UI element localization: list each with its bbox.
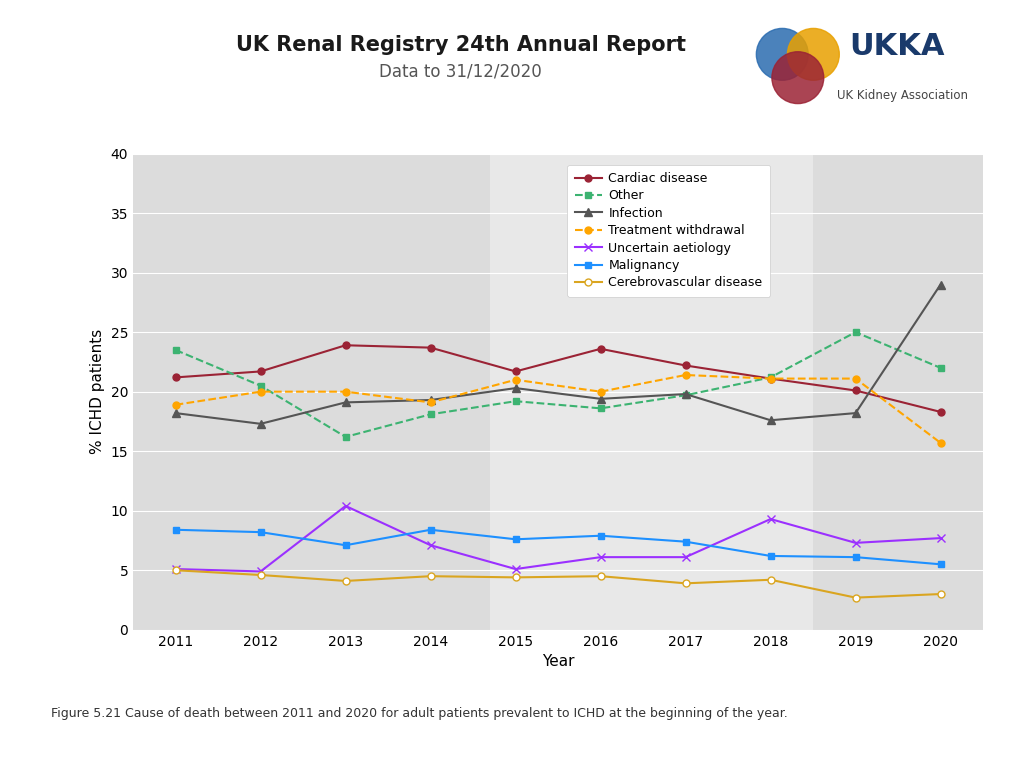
Cardiac disease — [849, 386, 861, 395]
Treatment withdrawal — [425, 398, 437, 407]
Line: Infection: Infection — [171, 280, 945, 428]
Treatment withdrawal — [255, 387, 267, 396]
Line: Malignancy: Malignancy — [172, 526, 944, 568]
Treatment withdrawal — [934, 439, 946, 448]
Other — [255, 381, 267, 390]
Cardiac disease — [170, 372, 182, 382]
Uncertain aetiology — [934, 534, 946, 543]
Other — [510, 396, 522, 406]
Cerebrovascular disease — [340, 576, 352, 585]
Other — [170, 346, 182, 355]
Treatment withdrawal — [510, 375, 522, 384]
Infection — [255, 419, 267, 429]
Text: Figure 5.21 Cause of death between 2011 and 2020 for adult patients prevalent to: Figure 5.21 Cause of death between 2011 … — [51, 707, 787, 720]
Infection — [340, 398, 352, 407]
Malignancy — [934, 560, 946, 569]
Text: UK Renal Registry 24th Annual Report: UK Renal Registry 24th Annual Report — [236, 35, 686, 55]
Infection — [425, 396, 437, 405]
Uncertain aetiology — [595, 552, 607, 561]
Cardiac disease — [510, 367, 522, 376]
Malignancy — [340, 541, 352, 550]
X-axis label: Year: Year — [542, 654, 574, 669]
Bar — [813, 154, 983, 630]
Other — [934, 363, 946, 372]
Treatment withdrawal — [340, 387, 352, 396]
Treatment withdrawal — [595, 387, 607, 396]
Cardiac disease — [595, 344, 607, 353]
Treatment withdrawal — [764, 374, 776, 383]
Malignancy — [764, 551, 776, 561]
Line: Cardiac disease: Cardiac disease — [172, 342, 944, 415]
Treatment withdrawal — [679, 370, 691, 379]
Infection — [934, 280, 946, 289]
Infection — [510, 383, 522, 392]
Ellipse shape — [757, 28, 808, 81]
Uncertain aetiology — [425, 541, 437, 550]
Y-axis label: % ICHD patients: % ICHD patients — [90, 329, 105, 455]
Legend: Cardiac disease, Other, Infection, Treatment withdrawal, Uncertain aetiology, Ma: Cardiac disease, Other, Infection, Treat… — [567, 164, 770, 297]
Cerebrovascular disease — [849, 593, 861, 602]
Other — [425, 409, 437, 419]
Infection — [679, 389, 691, 399]
Other — [764, 372, 776, 382]
Cerebrovascular disease — [170, 565, 182, 574]
Uncertain aetiology — [764, 515, 776, 524]
Infection — [595, 394, 607, 403]
Treatment withdrawal — [849, 374, 861, 383]
Malignancy — [849, 552, 861, 561]
Ellipse shape — [787, 28, 840, 81]
Cardiac disease — [340, 341, 352, 350]
Cardiac disease — [255, 367, 267, 376]
Malignancy — [170, 525, 182, 535]
Malignancy — [425, 525, 437, 535]
Line: Treatment withdrawal: Treatment withdrawal — [172, 372, 944, 446]
Other — [340, 432, 352, 442]
Text: UK Kidney Association: UK Kidney Association — [837, 89, 968, 102]
Text: UKKA: UKKA — [850, 32, 945, 61]
Uncertain aetiology — [849, 538, 861, 548]
Other — [849, 327, 861, 336]
Infection — [170, 409, 182, 418]
Cardiac disease — [425, 343, 437, 353]
Cardiac disease — [934, 407, 946, 416]
Cardiac disease — [679, 361, 691, 370]
Cerebrovascular disease — [934, 590, 946, 599]
Ellipse shape — [772, 51, 823, 104]
Cerebrovascular disease — [679, 579, 691, 588]
Other — [595, 404, 607, 413]
Cerebrovascular disease — [510, 573, 522, 582]
Line: Other: Other — [172, 329, 944, 440]
Uncertain aetiology — [340, 502, 352, 511]
Uncertain aetiology — [510, 564, 522, 574]
Bar — [133, 154, 490, 630]
Malignancy — [510, 535, 522, 544]
Uncertain aetiology — [255, 567, 267, 576]
Malignancy — [595, 531, 607, 541]
Malignancy — [255, 528, 267, 537]
Infection — [764, 415, 776, 425]
Line: Uncertain aetiology: Uncertain aetiology — [171, 502, 945, 575]
Malignancy — [679, 537, 691, 546]
Text: Data to 31/12/2020: Data to 31/12/2020 — [380, 63, 542, 81]
Uncertain aetiology — [170, 564, 182, 574]
Treatment withdrawal — [170, 400, 182, 409]
Cerebrovascular disease — [764, 575, 776, 584]
Cerebrovascular disease — [595, 571, 607, 581]
Other — [679, 391, 691, 400]
Uncertain aetiology — [679, 552, 691, 561]
Cerebrovascular disease — [425, 571, 437, 581]
Infection — [849, 409, 861, 418]
Cardiac disease — [764, 374, 776, 383]
Cerebrovascular disease — [255, 571, 267, 580]
Line: Cerebrovascular disease: Cerebrovascular disease — [172, 567, 944, 601]
